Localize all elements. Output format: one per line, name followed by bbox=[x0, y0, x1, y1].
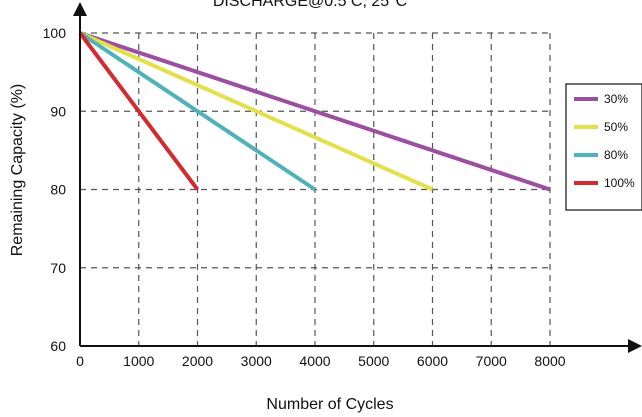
series-line-100-pct bbox=[78, 31, 200, 191]
series-line-80-pct bbox=[78, 31, 317, 192]
y-tick-label: 60 bbox=[50, 338, 66, 354]
y-tick-label: 90 bbox=[50, 103, 66, 119]
y-axis-label: Remaining Capacity (%) bbox=[9, 84, 26, 257]
chart-title: DISCHARGE@0.5 C, 25°C bbox=[213, 0, 407, 10]
x-tick-label: 0 bbox=[76, 353, 84, 369]
legend: 30% 50% 80% 100% bbox=[565, 83, 642, 211]
tick-labels: 0 1000 2000 3000 4000 5000 6000 7000 8000 60 70 80 9… bbox=[43, 25, 566, 369]
x-axis-label: Number of Cycles bbox=[266, 396, 393, 413]
series-lines bbox=[78, 31, 551, 192]
y-tick-label: 100 bbox=[43, 25, 67, 41]
x-tick-label: 7000 bbox=[476, 353, 507, 369]
legend-label: 50% bbox=[604, 120, 628, 134]
x-tick-label: 2000 bbox=[182, 353, 213, 369]
y-axis-arrow bbox=[73, 2, 87, 16]
axes bbox=[73, 2, 642, 353]
legend-label: 30% bbox=[604, 92, 628, 106]
legend-label: 80% bbox=[604, 148, 628, 162]
y-tick-label: 70 bbox=[50, 260, 66, 276]
x-axis-arrow bbox=[628, 339, 642, 353]
legend-label: 100% bbox=[604, 176, 635, 190]
x-tick-label: 4000 bbox=[299, 353, 330, 369]
x-tick-label: 5000 bbox=[358, 353, 389, 369]
series-line-50-pct bbox=[79, 31, 434, 192]
x-tick-label: 3000 bbox=[241, 353, 272, 369]
series-line-30-pct bbox=[79, 31, 551, 192]
x-tick-label: 8000 bbox=[534, 353, 565, 369]
y-tick-label: 80 bbox=[50, 182, 66, 198]
x-tick-label: 6000 bbox=[417, 353, 448, 369]
x-tick-label: 1000 bbox=[123, 353, 154, 369]
legend-box bbox=[565, 83, 642, 211]
